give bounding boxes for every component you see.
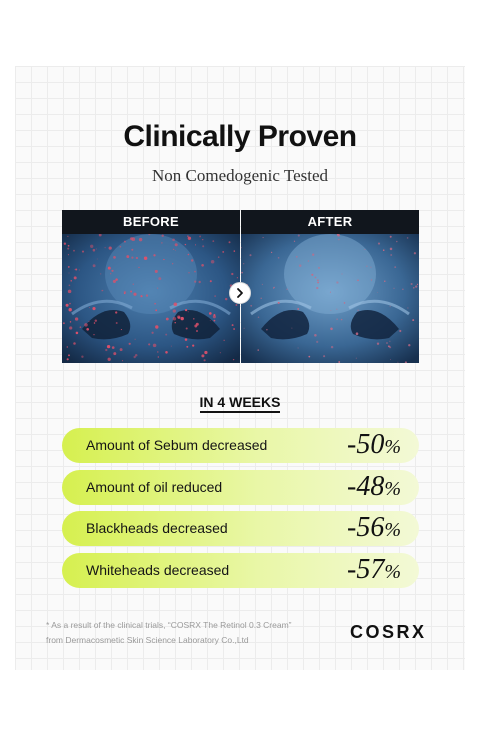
page-title: Clinically Proven [123,120,357,153]
stat-row: Blackheads decreased -56% [62,511,419,546]
stat-row: Whiteheads decreased -57% [62,553,419,588]
brand-logo: COSRX [350,622,427,642]
footnote-line: from Dermacosmetic Skin Science Laborato… [46,635,249,645]
stat-value: -50% [347,429,401,460]
results-period: IN 4 WEEKS [0,394,480,413]
before-nose-image [62,234,240,363]
stat-value: -57% [347,554,401,585]
after-label: AFTER [241,210,419,234]
after-nose-image [241,234,419,363]
stat-label: Amount of oil reduced [86,479,223,495]
stat-label: Blackheads decreased [86,520,228,536]
chevron-right-icon [237,288,243,298]
before-photo: BEFORE [62,210,240,363]
compare-arrow-icon [229,282,251,304]
results-period-text: IN 4 WEEKS [199,394,281,413]
stat-value: -48% [347,471,401,502]
stat-row: Amount of Sebum decreased -50% [62,428,419,463]
stat-value: -56% [347,512,401,543]
stat-label: Amount of Sebum decreased [86,437,268,453]
before-label: BEFORE [62,210,240,234]
stat-label: Whiteheads decreased [86,562,230,578]
page-subtitle: Non Comedogenic Tested [151,166,329,185]
footnote-line: * As a result of the clinical trials, “C… [46,620,292,630]
after-photo: AFTER [241,210,419,363]
footnote: * As a result of the clinical trials, “C… [46,618,326,648]
stat-row: Amount of oil reduced -48% [62,470,419,505]
